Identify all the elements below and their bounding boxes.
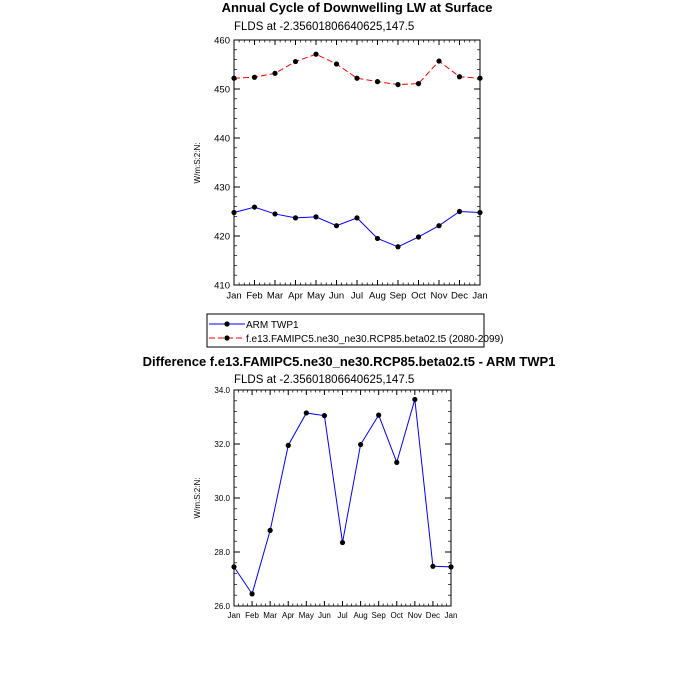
chart1-xtick-label: May (307, 291, 325, 302)
legend-box (206, 313, 485, 348)
chart1-series-1-point (313, 51, 319, 57)
chart2-xtick-label: May (299, 611, 314, 620)
chart1-series-0-point (333, 223, 340, 229)
chart2-series-0-point (321, 413, 328, 419)
chart2-series-0-point (303, 410, 309, 416)
chart2-xtick-label: Jun (318, 611, 331, 620)
chart1-series-1-point (456, 74, 463, 80)
chart2-xtick-label: Jan (228, 611, 241, 620)
chart1-series-0-point (456, 208, 463, 215)
chart1-series-0-point (354, 215, 360, 221)
chart1-ylabel: W/m:S:2:N: (193, 143, 202, 184)
chart2-series-0-point (412, 396, 418, 403)
chart2-series-0-point (249, 591, 255, 597)
chart2-axes: Jan Feb Mar Apr May Jun Jul Aug Sep Oct Nov Dec Jan2… (214, 386, 457, 620)
chart2-ytick-label: 30.0 (214, 494, 230, 503)
chart2-series-0-point (339, 539, 346, 546)
chart1-title: Annual Cycle of Downwelling LW at Surfac… (222, 0, 493, 15)
chart1-xtick-label: Feb (246, 291, 262, 302)
chart2-ytick-label: 28.0 (214, 548, 230, 557)
chart1-xtick-label: Apr (288, 291, 303, 302)
chart1-series-1-point (415, 81, 422, 87)
chart1-subtitle: FLDS at -2.35601806640625,147.5 (234, 21, 414, 33)
chart1-series-1-point (292, 58, 299, 65)
chart2-xtick-label: Aug (353, 611, 367, 620)
chart1-series-0-point (272, 211, 278, 217)
chart1-series-0-line (233, 206, 481, 248)
chart1-xtick-label: Oct (411, 291, 426, 302)
chart2-series-0-line (233, 399, 452, 596)
chart1-axes: Jan Feb Mar Apr May Jun Jul Aug Sep Oct Nov Dec Jan4… (214, 35, 488, 301)
legend-marker-model (224, 335, 230, 341)
chart1-xtick-label: Jan (472, 291, 487, 302)
chart2-subtitle: FLDS at -2.35601806640625,147.5 (234, 374, 414, 386)
chart1-ytick-label: 450 (214, 84, 230, 95)
chart2-xtick-label: Sep (372, 611, 387, 620)
chart1-series-1-point (374, 79, 381, 85)
chart2-xtick-label: Nov (408, 611, 422, 620)
chart1-series-1-point (231, 75, 237, 81)
chart2-xtick-label: Apr (282, 611, 295, 620)
chart2-ytick-label: 34.0 (214, 386, 230, 395)
chart1-series-0-point (313, 214, 319, 220)
legend-label-arm: ARM TWP1 (246, 320, 299, 331)
annual-cycle-chart: Annual Cycle of Downwelling LW at Surfac… (193, 0, 492, 302)
chart1-series-0-point (477, 209, 483, 216)
chart2-xtick-label: Oct (391, 611, 404, 620)
chart2-series-0-point (231, 564, 237, 570)
legend-marker-arm (224, 321, 230, 327)
chart1-series-0-point (395, 244, 401, 250)
chart2-xtick-label: Jul (337, 611, 347, 620)
chart2-series-0-point (357, 441, 364, 448)
chart2-series-group (231, 396, 454, 597)
legend-label-model: f.e13.FAMIPC5.ne30_ne30.RCP85.beta02.t5 … (246, 334, 503, 345)
chart1-ytick-label: 420 (214, 231, 230, 242)
chart2-series-0-point (430, 563, 436, 569)
chart1-xtick-label: Mar (267, 291, 283, 302)
chart1-series-0-point (231, 209, 237, 216)
chart1-ytick-label: 440 (214, 133, 230, 144)
chart2-xtick-label: Mar (263, 611, 277, 620)
chart2-series-0-point (285, 442, 291, 448)
chart1-series-0-point (374, 235, 381, 242)
chart2-series-0-point (376, 412, 382, 418)
chart1-xtick-label: Sep (390, 291, 407, 302)
chart1-series-0-point (436, 223, 442, 229)
chart1-series-1-point (436, 58, 442, 64)
chart1-xtick-label: Jun (329, 291, 344, 302)
chart2-xtick-label: Jan (445, 611, 458, 620)
chart2-plot-frame (233, 389, 452, 607)
chart1-series-0-point (251, 204, 258, 210)
difference-chart: Difference f.e13.FAMIPC5.ne30_ne30.RCP85… (143, 354, 556, 620)
chart1-series-1-point (333, 61, 340, 67)
chart1-xtick-label: Jan (226, 291, 241, 302)
chart2-xtick-label: Dec (426, 611, 440, 620)
chart2-ytick-label: 32.0 (214, 440, 230, 449)
chart2-series-0-point (267, 527, 273, 534)
chart1-ytick-label: 430 (214, 182, 230, 193)
chart1-series-1-point (251, 74, 258, 80)
chart2-xtick-label: Feb (245, 611, 259, 620)
chart1-series-1-point (477, 75, 483, 81)
chart2-ytick-label: 26.0 (214, 602, 230, 611)
chart1-legend: ARM TWP1 f.e13.FAMIPC5.ne30_ne30.RCP85.b… (206, 313, 503, 348)
chart1-series-1-point (354, 75, 360, 81)
chart1-series-0-point (415, 234, 422, 240)
chart1-xtick-label: Aug (369, 291, 386, 302)
chart1-ytick-label: 410 (214, 280, 230, 291)
chart1-xtick-label: Nov (431, 291, 448, 302)
chart2-series-0-point (394, 459, 400, 465)
chart2-series-0-point (448, 564, 454, 570)
chart1-series-0-point (292, 215, 299, 221)
chart2-title: Difference f.e13.FAMIPC5.ne30_ne30.RCP85… (143, 354, 556, 369)
chart1-ytick-label: 460 (214, 35, 230, 46)
chart1-series-group (231, 51, 483, 250)
chart1-series-1-point (272, 70, 278, 76)
chart1-xtick-label: Dec (451, 291, 468, 302)
chart1-series-1-point (395, 81, 401, 88)
chart2-ylabel: W/m:S:2:N: (193, 478, 202, 519)
chart1-xtick-label: Jul (351, 291, 363, 302)
